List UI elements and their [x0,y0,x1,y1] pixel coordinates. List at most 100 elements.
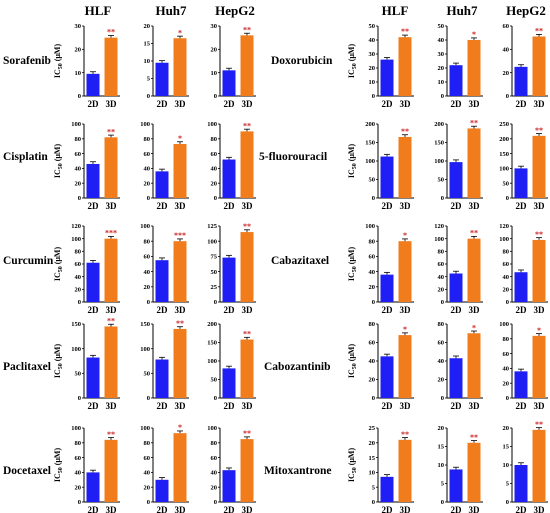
y-axis-label: IC50 (μM) [53,44,64,79]
y-tick-label: 100 [434,158,444,165]
y-tick-label: 80 [75,249,82,256]
y-tick-label: 40 [369,358,376,365]
y-tick-label: 60 [503,23,510,30]
bar-2d [449,273,463,302]
y-tick-label: 50 [503,180,510,187]
y-axis-label-unit: (μM) [347,44,356,64]
y-axis-label-unit: (μM) [53,344,62,364]
y-tick-label: 80 [503,249,510,256]
y-tick-label: 0 [372,395,375,402]
y-tick-label: 0 [441,395,444,402]
x-tick-label: 2D [224,201,236,211]
y-tick-label: 20 [144,484,151,491]
panel-sorafenib-huh7: 0 5 10 15 20 2D 3D * [144,23,189,109]
y-axis-label-unit: (μM) [347,448,356,468]
y-tick-label: 40 [503,47,510,54]
y-tick-label: 150 [71,321,81,328]
bar-2d [86,73,100,96]
y-tick-label: 5 [441,481,445,488]
x-tick-label: 2D [88,201,100,211]
x-tick-label: 3D [400,401,412,411]
y-tick-label: 20 [211,47,218,54]
bar-2d [222,70,236,96]
bar-2d [380,274,394,302]
bar-2d [514,168,528,198]
y-tick-label: 100 [71,425,81,432]
y-axis-label-unit: (μM) [53,144,62,164]
bar-2d [449,65,463,96]
x-tick-label: 3D [469,401,481,411]
y-tick-label: 10 [438,462,445,469]
y-tick-label: 0 [441,499,444,506]
significance-label: ** [401,127,409,136]
x-tick-label: 3D [175,201,187,211]
y-axis-label-sub: 50 [58,467,64,473]
y-tick-label: 20 [369,65,376,72]
bar-3d [104,238,118,302]
y-tick-label: 60 [369,340,376,347]
col-header-left-3: HepG2 [215,3,255,18]
y-tick-label: 30 [369,51,376,58]
bar-2d [86,262,100,302]
y-tick-label: 100 [365,158,375,165]
x-tick-label: 2D [157,401,169,411]
significance-label: ** [401,430,409,439]
x-tick-label: 2D [157,505,169,513]
bar-2d [222,257,236,302]
significance-label: ** [401,27,409,36]
y-axis-label-sub: 50 [58,163,64,169]
x-tick-label: 2D [451,201,463,211]
y-tick-label: 80 [438,249,445,256]
drug-label-left-3: Curcumin [3,255,54,267]
y-tick-label: 100 [71,346,81,353]
x-tick-label: 2D [224,305,236,315]
panel-mitoxantrone-hepg2: 0 5 10 15 20 2D 3D ** [503,420,548,513]
y-tick-label: 0 [147,499,150,506]
y-tick-label: 50 [211,377,218,384]
y-tick-label: 200 [499,136,509,143]
bar-3d [398,37,412,96]
bar-3d [467,128,481,198]
y-tick-label: 80 [211,440,218,447]
x-tick-label: 3D [242,401,254,411]
y-tick-label: 120 [71,223,81,230]
x-tick-label: 3D [106,99,118,109]
y-tick-label: 40 [75,470,82,477]
x-tick-label: 3D [400,99,412,109]
y-tick-label: 20 [144,23,151,30]
x-tick-label: 2D [516,505,528,513]
bar-3d [173,143,187,198]
panel-doxorubicin-hepg2: 0 20 40 60 2D 3D ** [503,23,548,109]
x-tick-label: 2D [451,401,463,411]
y-tick-label: 15 [369,455,376,462]
x-tick-label: 3D [242,201,254,211]
y-tick-label: 20 [75,180,82,187]
bar-2d [449,358,463,398]
x-tick-label: 3D [175,505,187,513]
y-axis-label-main: IC [53,473,62,482]
col-header-right-1: HLF [382,3,409,18]
bar-2d [380,156,394,198]
bar-2d [514,272,528,302]
bar-3d [398,136,412,198]
y-axis-label-main: IC [53,369,62,378]
y-tick-label: 40 [144,166,151,173]
x-tick-label: 2D [224,401,236,411]
y-tick-label: 20 [369,284,376,291]
x-tick-label: 3D [106,201,118,211]
y-tick-label: 50 [144,371,151,378]
y-tick-label: 0 [214,499,217,506]
bar-3d [173,241,187,302]
y-tick-label: 40 [144,470,151,477]
y-tick-label: 100 [71,236,81,243]
y-tick-label: 20 [438,65,445,72]
bar-3d [173,328,187,398]
bar-2d [86,163,100,198]
y-tick-label: 150 [434,140,444,147]
y-tick-label: 100 [207,238,217,245]
y-tick-label: 150 [140,321,150,328]
y-tick-label: 40 [503,366,510,373]
panel-curcumin-hlf: IC50 (μM) 0 20 40 60 80 100 120 2D 3D *** [53,223,120,315]
